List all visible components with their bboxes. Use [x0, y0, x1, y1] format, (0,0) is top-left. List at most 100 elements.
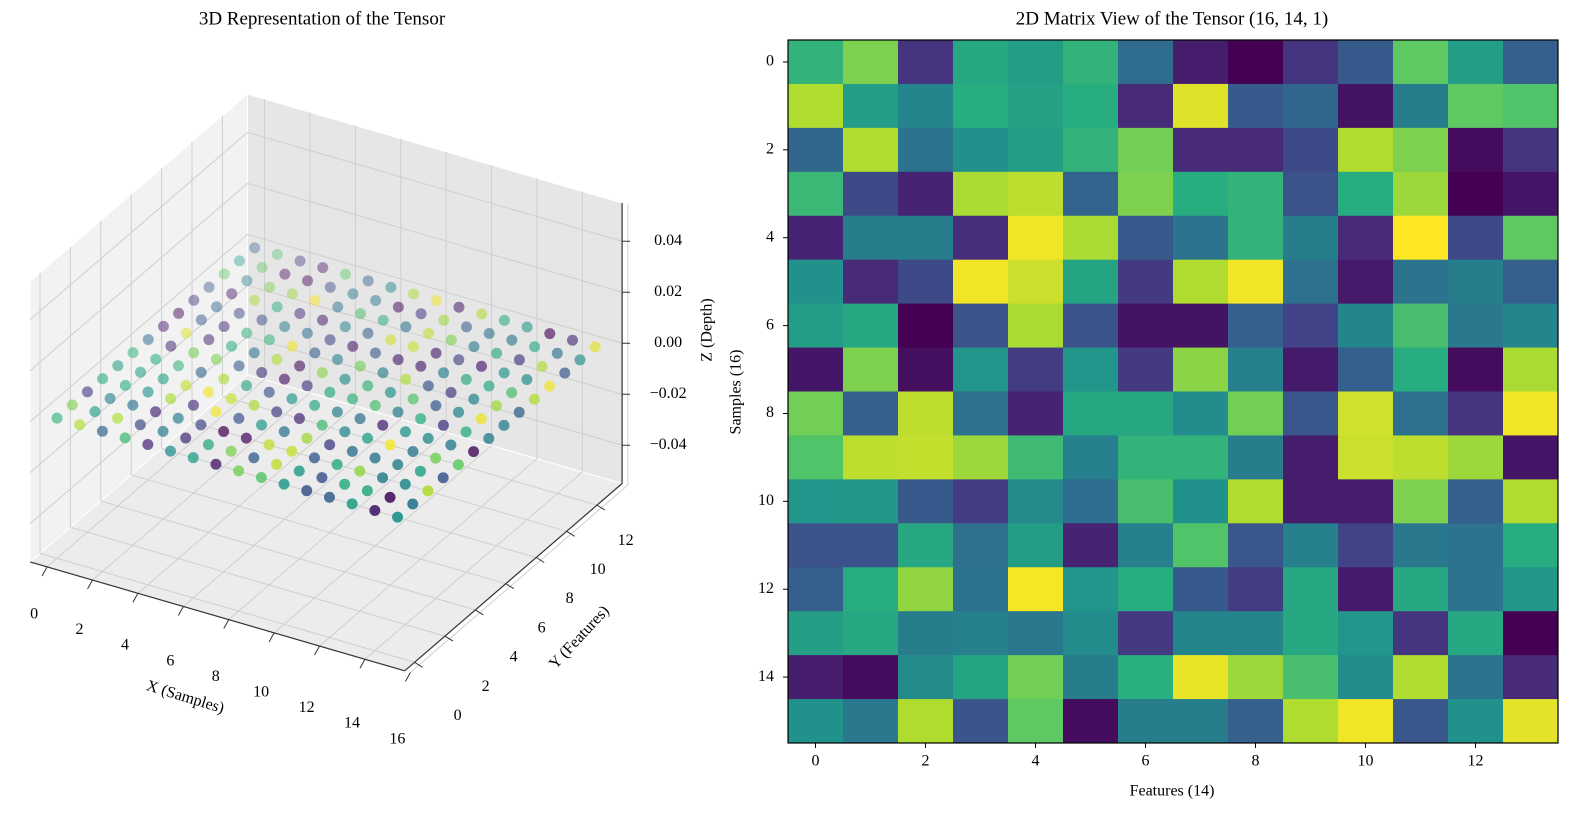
point: [263, 439, 275, 451]
x-tick-label: 0: [30, 606, 38, 623]
cell: [1173, 259, 1229, 305]
point: [119, 432, 131, 444]
point: [544, 328, 556, 340]
cell: [1283, 83, 1339, 129]
point: [452, 459, 464, 471]
cell: [1393, 699, 1449, 744]
point: [210, 353, 222, 365]
cell: [1448, 655, 1504, 700]
x-tick-label: 14: [344, 715, 360, 732]
cell: [953, 83, 1009, 129]
point: [135, 366, 147, 378]
point: [392, 301, 404, 313]
cell: [1063, 259, 1119, 305]
cell: [1008, 699, 1064, 744]
point: [324, 334, 336, 346]
cell: [1228, 611, 1284, 656]
cell: [1448, 303, 1504, 349]
plot-frame: [787, 39, 1559, 744]
y-tick-label: 0: [766, 53, 774, 70]
x-tick-label: 10: [1358, 753, 1374, 770]
cell: [953, 391, 1009, 436]
grid-line: [247, 233, 623, 344]
point: [384, 491, 396, 503]
cell: [898, 435, 954, 480]
cell: [1228, 303, 1284, 349]
point: [438, 367, 450, 379]
cell: [788, 127, 844, 173]
point: [187, 452, 199, 464]
point: [399, 426, 411, 438]
point: [263, 386, 275, 398]
point: [294, 255, 306, 267]
z-axis-label: Z (Depth): [699, 298, 716, 362]
cell: [1283, 259, 1339, 305]
cell: [843, 259, 899, 305]
point: [445, 439, 457, 451]
point: [362, 327, 374, 339]
cell: [1118, 347, 1174, 392]
cell: [1448, 435, 1504, 480]
point: [346, 445, 358, 457]
point: [89, 406, 101, 418]
point: [241, 327, 253, 339]
point: [255, 471, 267, 483]
point: [150, 406, 162, 418]
point: [347, 393, 359, 405]
cell: [1393, 655, 1449, 700]
x-tick-label: 4: [121, 637, 129, 654]
point: [157, 425, 169, 437]
tick-mark: [566, 530, 575, 537]
cell: [1008, 40, 1064, 85]
point: [361, 485, 373, 497]
point: [415, 413, 427, 425]
cell: [1118, 479, 1174, 524]
cell: [1173, 215, 1229, 261]
x-tick-label: 2: [922, 753, 930, 770]
cell: [1393, 479, 1449, 524]
point: [437, 419, 449, 431]
cell: [788, 523, 844, 568]
point: [248, 399, 260, 411]
point: [218, 425, 230, 437]
cell: [953, 655, 1009, 700]
cell: [1118, 699, 1174, 744]
grid-line: [319, 458, 538, 647]
cell: [1118, 259, 1174, 305]
point: [233, 255, 245, 267]
cell: [1503, 391, 1559, 436]
point: [414, 465, 426, 477]
point: [384, 439, 396, 451]
grid-line: [247, 284, 623, 395]
cell: [788, 699, 844, 744]
cell: [1393, 40, 1449, 85]
point: [422, 432, 434, 444]
cell: [1338, 655, 1394, 700]
cell: [898, 215, 954, 261]
cell: [788, 171, 844, 217]
point: [498, 367, 510, 379]
cell: [1228, 171, 1284, 217]
cell: [953, 171, 1009, 217]
cell: [788, 479, 844, 524]
cell: [1503, 127, 1559, 173]
point: [271, 353, 283, 365]
point: [278, 373, 290, 385]
point: [408, 288, 420, 300]
grid-line: [247, 131, 623, 242]
point: [430, 295, 442, 307]
grid-line: [39, 552, 415, 663]
cell: [898, 40, 954, 85]
cell: [953, 259, 1009, 305]
point: [468, 341, 480, 353]
cell: [1063, 567, 1119, 612]
cell: [1338, 391, 1394, 436]
point: [233, 307, 245, 319]
point: [264, 281, 276, 293]
y-tick-label: 2: [766, 141, 774, 158]
cell: [1448, 259, 1504, 305]
cell: [1008, 171, 1064, 217]
point: [225, 445, 237, 457]
cell: [1228, 655, 1284, 700]
point: [354, 413, 366, 425]
